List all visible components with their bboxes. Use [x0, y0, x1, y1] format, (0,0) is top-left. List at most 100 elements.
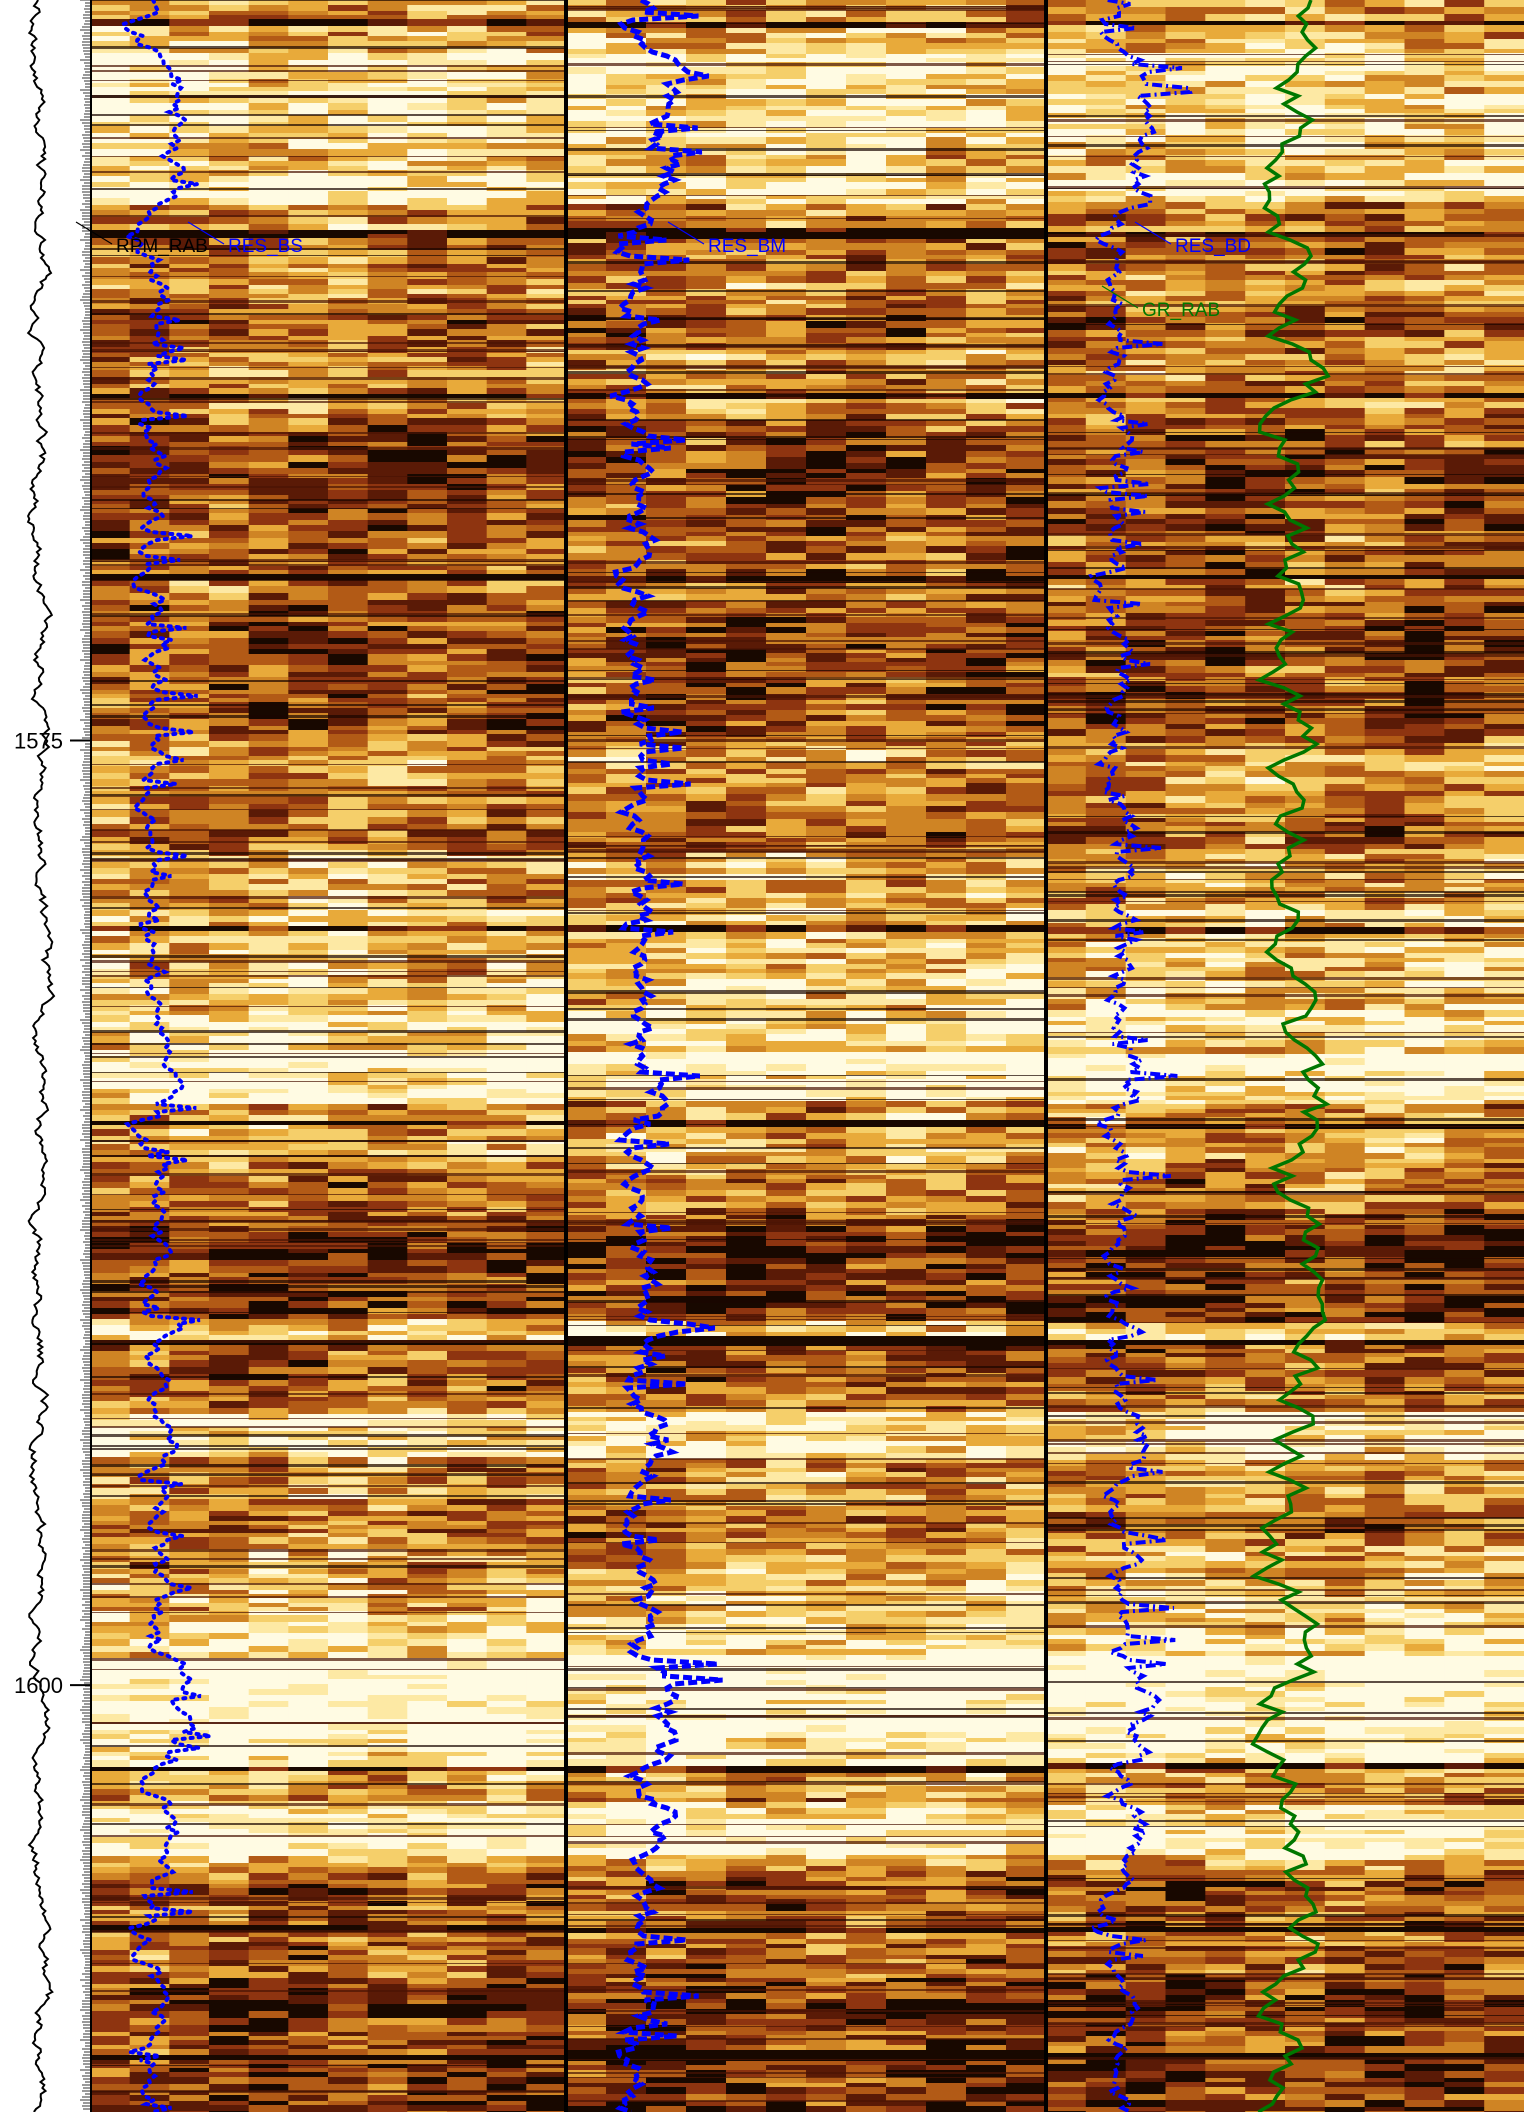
image-cell: [447, 357, 488, 362]
image-cell: [367, 1468, 408, 1472]
image-cell: [288, 245, 329, 250]
image-cell: [526, 72, 567, 79]
image-cell: [90, 1380, 131, 1386]
image-cell: [129, 48, 170, 53]
image-cell: [169, 1809, 210, 1814]
image-cell: [328, 2011, 369, 2018]
image-cell: [407, 166, 448, 170]
image-cell: [407, 19, 448, 26]
image-cell: [447, 1888, 488, 1895]
image-cell: [486, 1863, 527, 1867]
image-cell: [248, 1260, 289, 1266]
image-cell: [248, 1351, 289, 1355]
image-cell: [328, 1598, 369, 1603]
image-cell: [447, 513, 488, 520]
lamination: [90, 1228, 566, 1231]
image-cell: [169, 2018, 210, 2025]
image-cell: [447, 336, 488, 340]
image-cell: [169, 936, 210, 943]
image-cell: [367, 234, 408, 238]
image-cell: [407, 198, 448, 205]
image-cell: [486, 329, 527, 336]
image-cell: [248, 294, 289, 298]
image-cell: [407, 2060, 448, 2064]
image-cell: [209, 388, 250, 394]
image-cell: [209, 773, 250, 779]
image-cell: [209, 268, 250, 272]
image-cell: [288, 926, 329, 931]
image-cell: [169, 2095, 210, 2101]
image-cell: [248, 115, 289, 122]
image-cell: [407, 1756, 448, 1760]
image-cell: [328, 1533, 369, 1537]
image-cell: [447, 1529, 488, 1533]
image-cell: [846, 85, 887, 89]
lamination: [90, 1043, 566, 1045]
image-cell: [90, 747, 131, 751]
image-cell: [209, 734, 250, 741]
image-cell: [447, 1408, 488, 1414]
image-cell: [90, 661, 131, 665]
image-cell: [209, 560, 250, 566]
image-cell: [526, 210, 567, 217]
image-cell: [248, 1036, 289, 1043]
image-cell: [328, 1000, 369, 1005]
image-cell: [129, 1436, 170, 1440]
image-cell: [367, 2068, 408, 2072]
image-cell: [129, 979, 170, 983]
image-cell: [486, 1955, 527, 1960]
image-cell: [129, 926, 170, 931]
image-cell: [288, 329, 329, 336]
lamination: [90, 764, 566, 765]
image-cell: [526, 931, 567, 936]
image-cell: [447, 1590, 488, 1594]
image-cell: [407, 388, 448, 394]
lamination: [90, 398, 566, 400]
image-cell: [90, 1626, 131, 1633]
image-cell: [288, 1115, 329, 1121]
image-cell: [328, 1468, 369, 1472]
image-cell: [209, 1000, 250, 1005]
image-cell: [447, 661, 488, 665]
image-cell: [447, 1297, 488, 1301]
image-cell: [129, 1201, 170, 1207]
image-cell: [526, 1670, 567, 1675]
image-cell: [169, 41, 210, 48]
image-cell: [367, 500, 408, 504]
image-cell: [526, 320, 567, 324]
image-cell: [447, 1345, 488, 1351]
image-cell: [606, 33, 647, 38]
image-cell: [407, 1925, 448, 1932]
image-cell: [90, 245, 131, 250]
image-cell: [90, 538, 131, 543]
image-cell: [407, 600, 448, 605]
image-cell: [288, 96, 329, 103]
image-cell: [169, 1549, 210, 1556]
image-cell: [169, 626, 210, 631]
image-cell: [407, 1583, 448, 1590]
image-cell: [90, 837, 131, 844]
image-cell: [288, 1925, 329, 1932]
image-cell: [209, 264, 250, 268]
image-cell: [129, 698, 170, 702]
image-cell: [288, 730, 329, 734]
image-cell: [367, 1598, 408, 1603]
image-cell: [328, 370, 369, 377]
image-cell: [209, 810, 250, 817]
lamination: [90, 0, 566, 1]
image-cell: [407, 538, 448, 543]
image-cell: [209, 1814, 250, 1818]
image-cell: [209, 747, 250, 751]
image-cell: [486, 1734, 527, 1739]
lamination: [90, 1030, 566, 1033]
image-cell: [328, 264, 369, 268]
image-cell: [288, 1814, 329, 1818]
image-cell: [447, 1598, 488, 1603]
image-cell: [447, 2032, 488, 2036]
image-cell: [169, 1598, 210, 1603]
image-cell: [209, 616, 250, 622]
image-cell: [288, 817, 329, 824]
image-cell: [486, 1457, 527, 1464]
image-cell: [90, 1549, 131, 1556]
image-cell: [328, 182, 369, 187]
